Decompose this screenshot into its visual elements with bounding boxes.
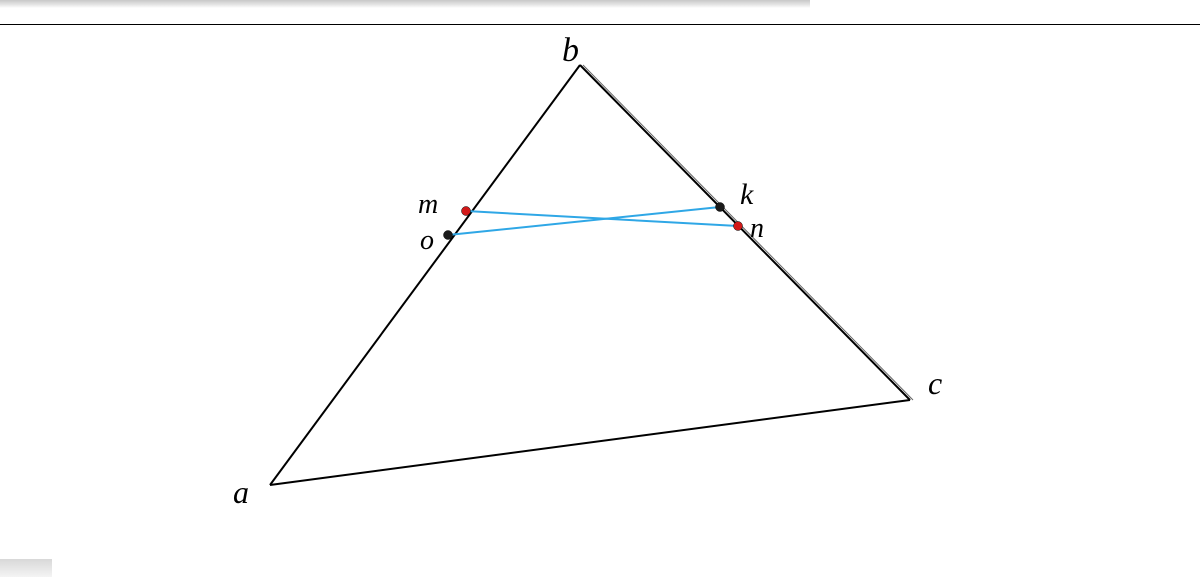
label-o: o — [420, 225, 434, 257]
label-k: k — [740, 178, 753, 212]
segment-ok — [448, 207, 720, 235]
label-b: b — [562, 32, 579, 70]
point-k — [716, 203, 725, 212]
side-bc-shadow — [583, 65, 913, 400]
side-bc — [580, 65, 910, 400]
point-m — [462, 207, 471, 216]
label-m: m — [418, 189, 438, 221]
side-ab — [270, 65, 580, 485]
geometry-diagram — [0, 0, 1200, 577]
side-ca — [270, 400, 910, 485]
label-n: n — [750, 213, 764, 245]
point-n — [734, 222, 743, 231]
corner-chip — [0, 559, 52, 577]
label-a: a — [233, 474, 249, 511]
label-c: c — [928, 365, 942, 402]
point-o — [444, 231, 453, 240]
